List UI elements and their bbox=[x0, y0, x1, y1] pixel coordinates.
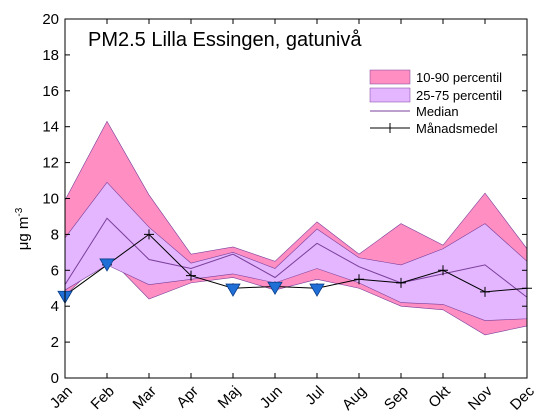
monthly-mean-point-mar bbox=[144, 229, 154, 240]
chart-title: PM2.5 Lilla Essingen, gatunivå bbox=[88, 29, 362, 51]
x-tick-label-jul: Jul bbox=[302, 383, 328, 409]
y-tick-label-0: 0 bbox=[51, 370, 59, 387]
y-tick-label-8: 8 bbox=[51, 226, 59, 243]
y-tick-label-10: 10 bbox=[42, 191, 59, 208]
y-tick-label-18: 18 bbox=[42, 47, 59, 64]
x-tick-label-mar: Mar bbox=[130, 383, 160, 413]
monthly-mean-point-sep bbox=[396, 277, 406, 288]
monthly-mean-point-aug bbox=[354, 274, 364, 285]
x-tick-label-apr: Apr bbox=[173, 383, 202, 412]
x-tick-label-feb: Feb bbox=[88, 383, 118, 413]
median-line bbox=[64, 217, 528, 298]
y-axis: 0 2 4 6 8 10 12 14 16 18 20 bbox=[42, 11, 527, 387]
triangle-marker-jun bbox=[267, 281, 283, 296]
x-tick-label-nov: Nov bbox=[465, 382, 496, 413]
legend: 10-90 percentil 25-75 percentil Median M… bbox=[369, 69, 502, 136]
legend-swatch-band-25-75 bbox=[369, 87, 411, 103]
x-tick-label-maj: Maj bbox=[215, 383, 244, 412]
y-axis-label-exponent: -3 bbox=[14, 207, 25, 216]
y-tick-label-12: 12 bbox=[42, 155, 59, 172]
y-tick-label-4: 4 bbox=[51, 298, 59, 315]
x-tick-label-sep: Sep bbox=[381, 383, 412, 414]
monthly-mean-point-okt bbox=[438, 265, 448, 276]
legend-swatch-band-10-90 bbox=[369, 69, 411, 85]
x-tick-label-dec: Dec bbox=[507, 382, 538, 413]
triangle-marker-maj bbox=[225, 283, 241, 297]
series-lines bbox=[64, 217, 528, 298]
y-axis-label-unit: μg m bbox=[15, 217, 32, 251]
y-tick-label-6: 6 bbox=[51, 262, 59, 279]
triangle-marker-jul bbox=[309, 283, 325, 297]
triangle-marker-feb bbox=[99, 258, 115, 272]
y-tick-label-16: 16 bbox=[42, 83, 59, 100]
monthly-mean-point-nov bbox=[480, 286, 490, 297]
x-tick-label-jun: Jun bbox=[257, 383, 286, 412]
monthly-mean-point-apr bbox=[186, 270, 196, 281]
percentile-bands bbox=[64, 120, 528, 336]
legend-label-monthly-mean: Månadsmedel bbox=[416, 121, 498, 136]
monthly-mean-line bbox=[64, 233, 528, 296]
y-tick-label-2: 2 bbox=[51, 334, 59, 351]
y-tick-label-14: 14 bbox=[42, 119, 59, 136]
x-tick-label-jan: Jan bbox=[47, 383, 76, 412]
x-tick-label-aug: Aug bbox=[339, 383, 370, 414]
y-axis-label: μg m-3 bbox=[14, 207, 32, 250]
y-tick-label-20: 20 bbox=[42, 11, 59, 28]
x-tick-label-okt: Okt bbox=[425, 382, 454, 411]
legend-label-median: Median bbox=[416, 104, 459, 119]
legend-label-band-10-90: 10-90 percentil bbox=[416, 70, 502, 85]
legend-label-band-25-75: 25-75 percentil bbox=[416, 88, 502, 103]
